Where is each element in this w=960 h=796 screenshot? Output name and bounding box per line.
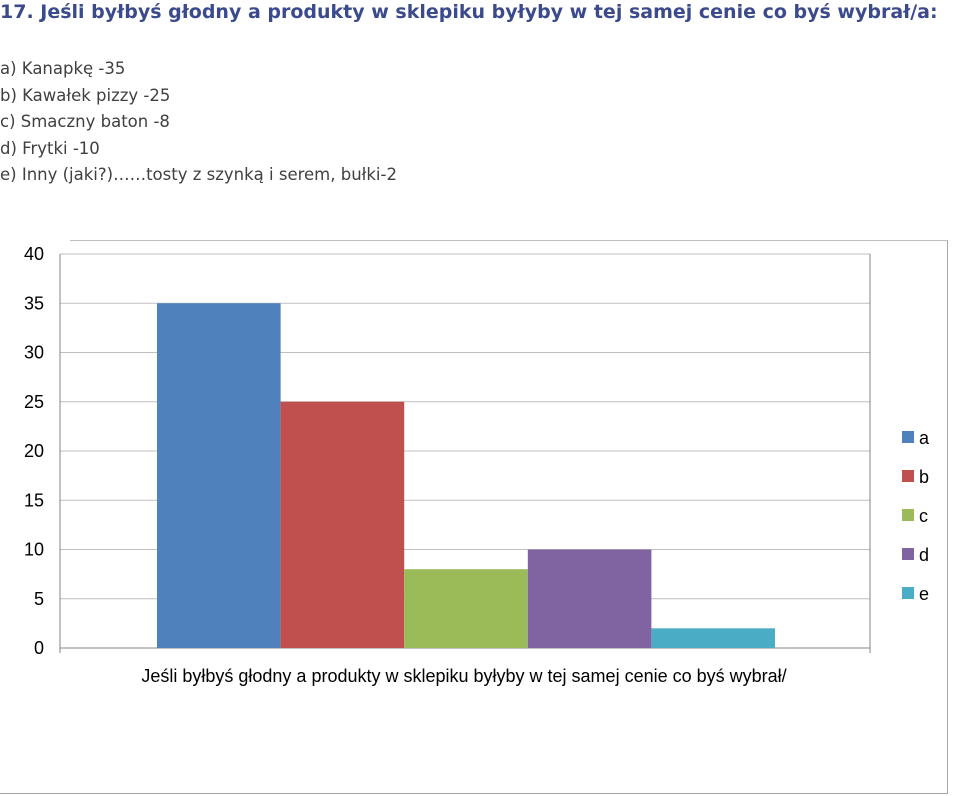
- x-axis-label: Jeśli byłbyś głodny a produkty w sklepik…: [141, 666, 786, 686]
- bar-e: [651, 628, 775, 648]
- legend-swatch-a: [902, 431, 914, 443]
- y-tick-label: 20: [24, 441, 44, 461]
- legend-swatch-c: [902, 509, 914, 521]
- legend-label-d: d: [919, 545, 929, 565]
- y-tick-label: 10: [24, 540, 44, 560]
- chart-frame: [0, 240, 948, 794]
- bar-b: [280, 401, 405, 648]
- legend-swatch-d: [902, 548, 914, 560]
- option-e: e) Inny (jaki?)……tosty z szynką i serem,…: [0, 165, 397, 184]
- y-tick-label: 30: [24, 343, 44, 363]
- y-tick-label: 5: [34, 589, 44, 609]
- legend-swatch-b: [902, 470, 914, 482]
- option-a: a) Kanapkę -35: [0, 59, 126, 78]
- y-tick-label: 40: [24, 244, 44, 264]
- option-b: b) Kawałek pizzy -25: [0, 85, 171, 105]
- y-tick-label: 15: [24, 490, 44, 510]
- bar-d: [527, 549, 652, 648]
- legend-label-b: b: [919, 467, 929, 487]
- legend-swatch-e: [902, 587, 914, 599]
- question-title: 17. Jeśli byłbyś głodny a produkty w skl…: [0, 1, 938, 23]
- option-c: c) Smaczny baton -8: [0, 112, 170, 131]
- y-tick-label: 0: [34, 638, 44, 658]
- legend-label-a: a: [919, 428, 930, 448]
- y-tick-label: 25: [24, 392, 44, 412]
- legend-label-e: e: [919, 584, 929, 604]
- bar-a: [157, 303, 281, 648]
- option-d: d) Frytki -10: [0, 138, 100, 158]
- answer-options: a) Kanapkę -35 b) Kawałek pizzy -25 c) S…: [0, 56, 397, 189]
- y-tick-label: 35: [24, 293, 44, 313]
- bar-c: [404, 569, 528, 648]
- legend-label-c: c: [919, 506, 928, 526]
